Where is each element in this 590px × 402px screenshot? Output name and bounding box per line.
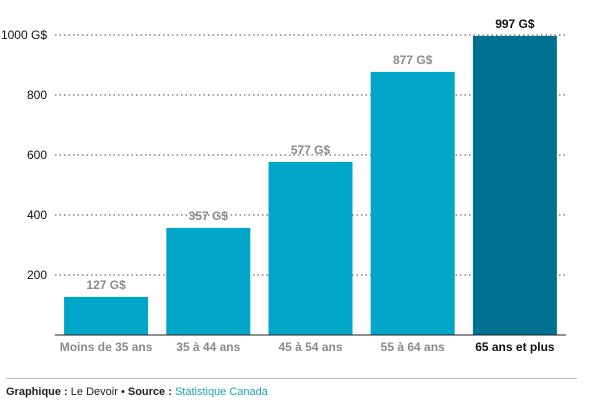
bars <box>64 35 557 336</box>
category-label: 65 ans et plus <box>475 340 555 354</box>
category-label: 35 à 44 ans <box>176 340 240 354</box>
chart-footer: Graphique : Le Devoir • Source : Statist… <box>6 386 582 398</box>
y-axis-labels: 200 400 600 800 1000 G$ <box>1 28 47 282</box>
category-label: 45 à 54 ans <box>278 340 342 354</box>
bar <box>166 227 251 335</box>
bar <box>472 35 557 336</box>
y-tick-label: 1000 G$ <box>1 28 47 42</box>
bar <box>370 71 455 336</box>
value-label: 997 G$ <box>495 17 535 31</box>
footer-separator: • <box>120 386 125 398</box>
value-label: 877 G$ <box>393 53 433 67</box>
graphique-value: Le Devoir <box>70 386 118 398</box>
y-tick-label: 800 <box>27 88 47 102</box>
footer-rule <box>6 378 577 379</box>
category-label: 55 à 64 ans <box>381 340 445 354</box>
y-tick-label: 200 <box>27 268 47 282</box>
bar <box>64 296 149 335</box>
value-label: 127 G$ <box>86 278 126 292</box>
category-labels: Moins de 35 ans 35 à 44 ans 45 à 54 ans 55 … <box>60 340 555 354</box>
value-labels: 127 G$ 357 G$ 577 G$ 877 G$ 997 G$ <box>86 17 534 292</box>
source-link[interactable]: Statistique Canada <box>174 386 268 398</box>
graphique-label: Graphique : <box>6 386 68 398</box>
bar <box>268 161 353 335</box>
bar-chart: 200 400 600 800 1000 G$ 127 G$ 357 G$ 577 G$ 87… <box>1 17 566 354</box>
value-label: 577 G$ <box>291 143 331 157</box>
source-label: Source : <box>127 386 172 398</box>
y-tick-label: 400 <box>27 208 47 222</box>
y-tick-label: 600 <box>27 148 47 162</box>
category-label: Moins de 35 ans <box>60 340 153 354</box>
value-label: 357 G$ <box>189 209 229 223</box>
